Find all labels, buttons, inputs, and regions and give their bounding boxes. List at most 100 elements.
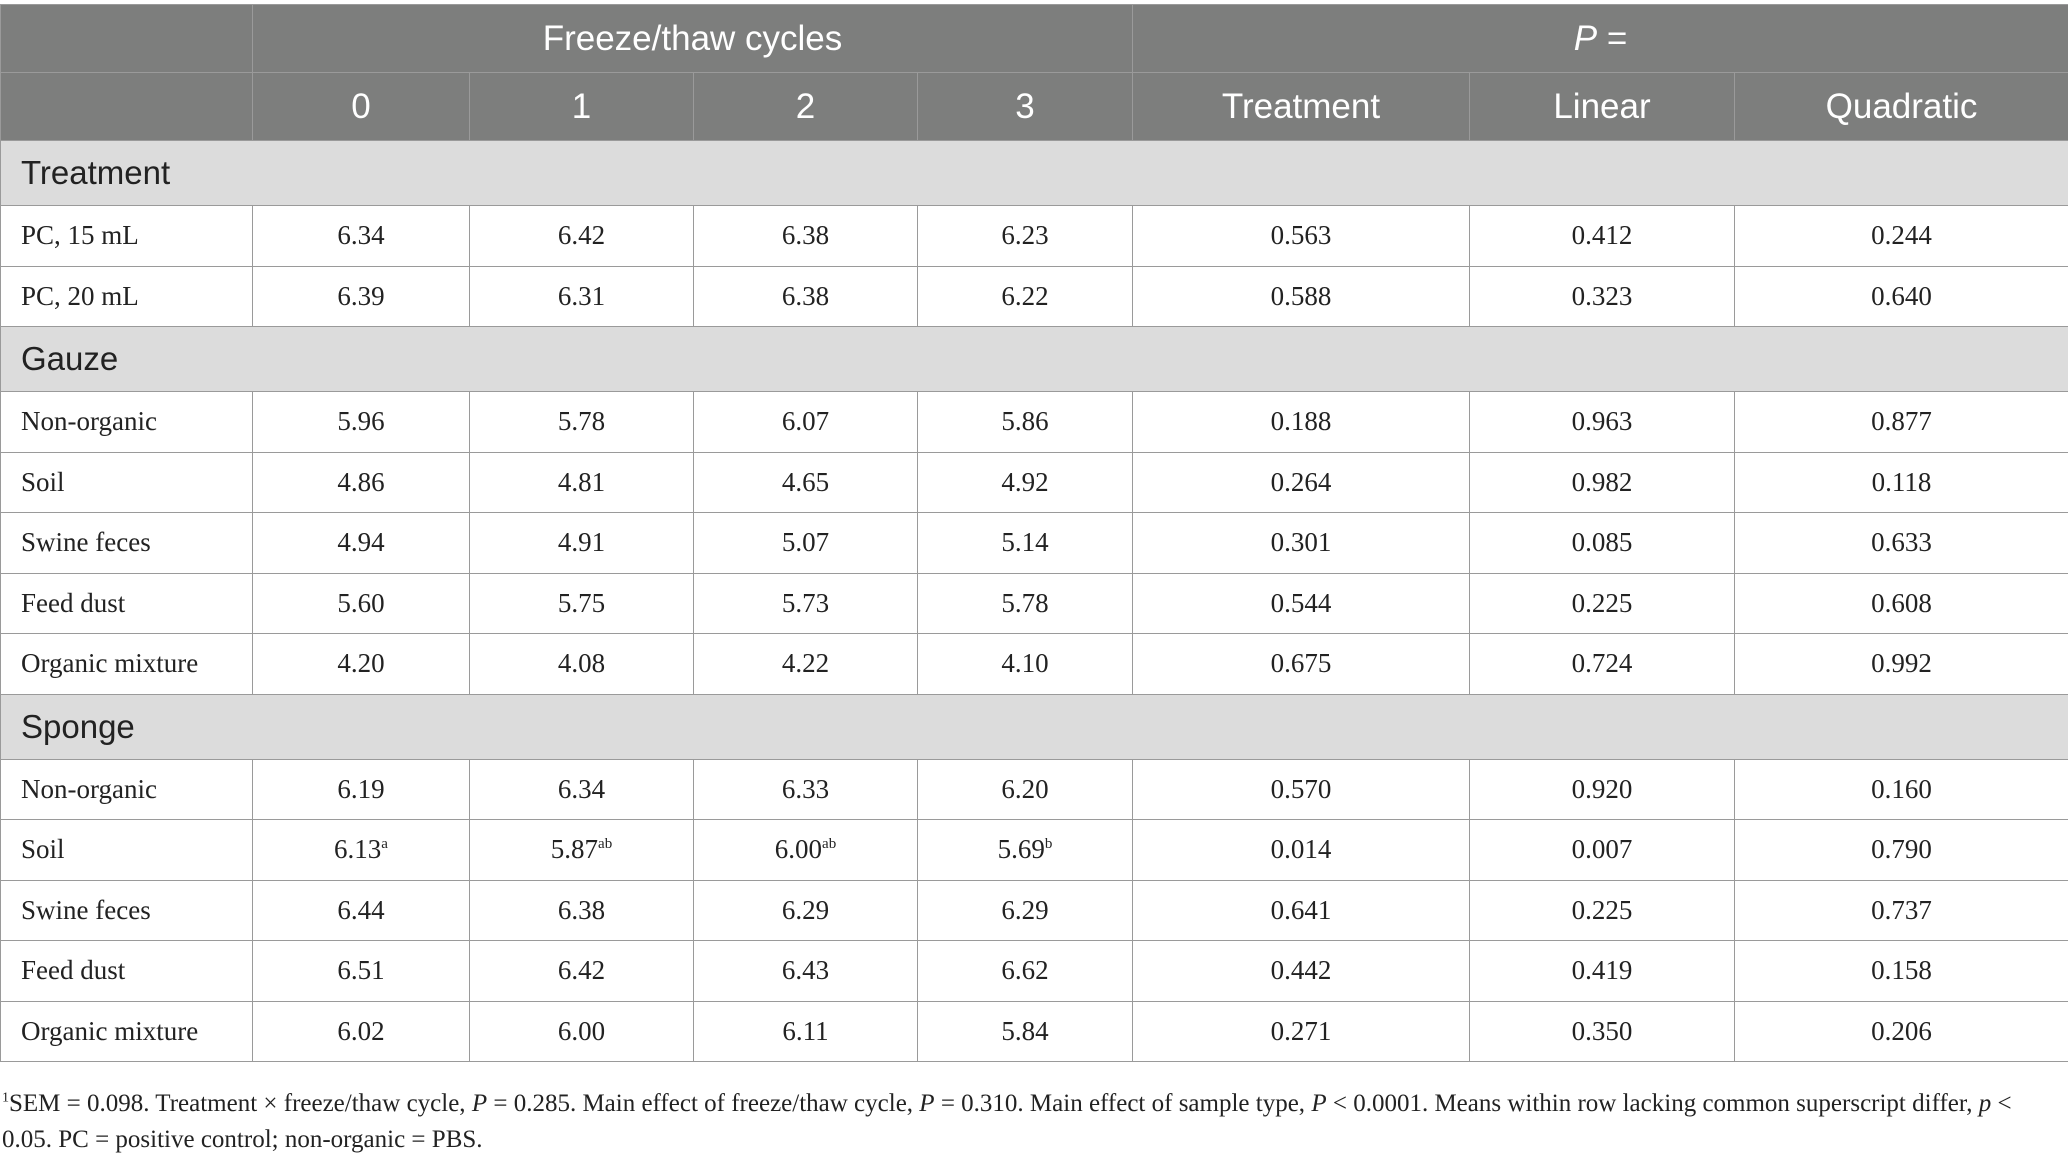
cycle-value-cell: 6.38: [693, 265, 918, 327]
section-title: Treatment: [0, 140, 2068, 206]
cycle-value: 6.13: [334, 834, 382, 865]
cycle-value-cell: 6.62: [917, 940, 1133, 1002]
table-row: PC, 20 mL 6.39 6.31 6.38 6.22 0.588 0.323 0.640: [0, 265, 2068, 327]
footnote-text-4: < 0.0001. Means within row lacking commo…: [1326, 1090, 1979, 1117]
cycle-value: 5.96: [337, 406, 385, 437]
p-value-cell: 0.271: [1132, 1000, 1470, 1062]
cycle-value-cell: 6.07: [693, 391, 918, 453]
p-value-cell: 0.350: [1469, 1000, 1735, 1062]
cycle-value-cell: 6.23: [917, 205, 1133, 267]
header-cycle-2: 2: [693, 72, 918, 141]
cycle-value: 5.73: [781, 587, 830, 618]
header-p-suffix: =: [1597, 18, 1628, 58]
p-value-cell: 0.160: [1733, 758, 2068, 820]
p-value-cell: 0.982: [1469, 451, 1735, 513]
cycle-value: 6.31: [557, 280, 606, 311]
table-row: Organic mixture 4.20 4.08 4.22 4.10 0.675 0.72…: [0, 633, 2068, 695]
cycle-value: 6.23: [1001, 220, 1049, 251]
cycle-value-cell: 4.94: [252, 512, 470, 574]
cycle-value-cell: 6.51: [252, 940, 470, 1002]
cycle-value-cell: 5.84: [917, 1000, 1133, 1062]
cycle-value: 4.20: [337, 648, 385, 679]
cycle-value: 6.51: [337, 955, 385, 986]
cycle-value-cell: 6.19: [252, 758, 470, 820]
table-row: Swine feces 4.94 4.91 5.07 5.14 0.301 0.085 0.6…: [0, 512, 2068, 574]
header-cycle-1: 1: [469, 72, 694, 141]
cycle-value: 5.07: [781, 527, 830, 558]
cycle-value: 5.87: [550, 834, 599, 865]
cycle-value: 4.22: [781, 648, 830, 679]
cycle-value: 5.78: [557, 406, 606, 437]
cycle-value-cell: 4.86: [252, 451, 470, 513]
cycle-value: 4.86: [337, 466, 385, 497]
footnote-text-2: = 0.285. Main effect of freeze/thaw cycl…: [487, 1090, 920, 1117]
p-value-cell: 0.640: [1733, 265, 2068, 327]
cycle-value: 4.91: [557, 527, 606, 558]
row-label: Swine feces: [0, 512, 253, 574]
cycle-value: 6.39: [337, 280, 385, 311]
p-value-cell: 0.225: [1469, 572, 1735, 634]
section-title: Gauze: [0, 326, 2068, 392]
cycle-value-cell: 4.22: [693, 633, 918, 695]
p-value-cell: 0.412: [1469, 205, 1735, 267]
cycle-value: 6.00: [557, 1015, 606, 1046]
table-row: Soil 4.86 4.81 4.65 4.92 0.264 0.982 0.118: [0, 451, 2068, 513]
p-value-cell: 0.608: [1733, 572, 2068, 634]
cycle-value: 5.75: [557, 587, 606, 618]
cycle-value-cell: 5.78: [917, 572, 1133, 634]
cycle-value-cell: 6.22: [917, 265, 1133, 327]
cycle-value-cell: 5.75: [469, 572, 694, 634]
cycle-value-cell: 5.60: [252, 572, 470, 634]
cycle-value: 6.02: [337, 1015, 385, 1046]
significance-superscript: a: [381, 836, 388, 853]
cycle-value: 4.08: [557, 648, 606, 679]
row-label: Soil: [0, 451, 253, 513]
header-row-columns: 0 1 2 3 Treatment Linear Quadratic: [0, 72, 2068, 141]
cycle-value: 6.34: [337, 220, 385, 251]
header-p-linear: Linear: [1469, 72, 1735, 141]
cycle-value-cell: 6.34: [252, 205, 470, 267]
section-row: Gauze: [0, 326, 2068, 392]
cycle-value-cell: 6.13a: [252, 819, 470, 881]
row-label: Feed dust: [0, 572, 253, 634]
cycle-value: 4.94: [337, 527, 385, 558]
cycle-value: 6.42: [557, 220, 606, 251]
cycle-value: 5.60: [337, 587, 385, 618]
cycle-value-cell: 5.69b: [917, 819, 1133, 881]
table-footnote: 1SEM = 0.098. Treatment × freeze/thaw cy…: [2, 1086, 2052, 1158]
cycle-value-cell: 6.20: [917, 758, 1133, 820]
p-value-cell: 0.007: [1469, 819, 1735, 881]
cycle-value-cell: 6.44: [252, 879, 470, 941]
row-label: Soil: [0, 819, 253, 881]
cycle-value: 6.43: [781, 955, 830, 986]
cycle-value-cell: 4.10: [917, 633, 1133, 695]
table-row: Organic mixture 6.02 6.00 6.11 5.84 0.271 0.35…: [0, 1000, 2068, 1062]
table-row: Soil 6.13a 5.87ab 6.00ab 5.69b 0.014 0.007 0.79…: [0, 819, 2068, 881]
cycle-value-cell: 6.42: [469, 205, 694, 267]
cycle-value-cell: 5.86: [917, 391, 1133, 453]
cycle-value: 5.84: [1001, 1015, 1049, 1046]
p-value-cell: 0.790: [1733, 819, 2068, 881]
cycle-value-cell: 6.29: [693, 879, 918, 941]
cycle-value: 6.38: [557, 894, 606, 925]
header-freeze-thaw-group: Freeze/thaw cycles: [252, 4, 1133, 73]
cycle-value: 6.42: [557, 955, 606, 986]
table-row: Feed dust 5.60 5.75 5.73 5.78 0.544 0.225 0.608: [0, 572, 2068, 634]
cycle-value: 6.11: [782, 1015, 829, 1046]
footnote-text-3: = 0.310. Main effect of sample type,: [934, 1090, 1312, 1117]
cycle-value-cell: 6.34: [469, 758, 694, 820]
cycle-value: 6.00: [774, 834, 823, 865]
footnote-p-2: P: [919, 1090, 935, 1117]
p-value-cell: 0.563: [1132, 205, 1470, 267]
header-cycle-0: 0: [252, 72, 470, 141]
cycle-value-cell: 5.87ab: [469, 819, 694, 881]
cycle-value-cell: 6.43: [693, 940, 918, 1002]
footnote-p-3: P: [1311, 1090, 1327, 1117]
section-row: Sponge: [0, 693, 2068, 760]
header-p-treatment: Treatment: [1132, 72, 1470, 141]
table-row: Swine feces 6.44 6.38 6.29 6.29 0.641 0.225 0.7…: [0, 879, 2068, 941]
cycle-value-cell: 5.07: [693, 512, 918, 574]
section-title: Sponge: [0, 693, 2068, 760]
p-value-cell: 0.570: [1132, 758, 1470, 820]
p-value-cell: 0.323: [1469, 265, 1735, 327]
